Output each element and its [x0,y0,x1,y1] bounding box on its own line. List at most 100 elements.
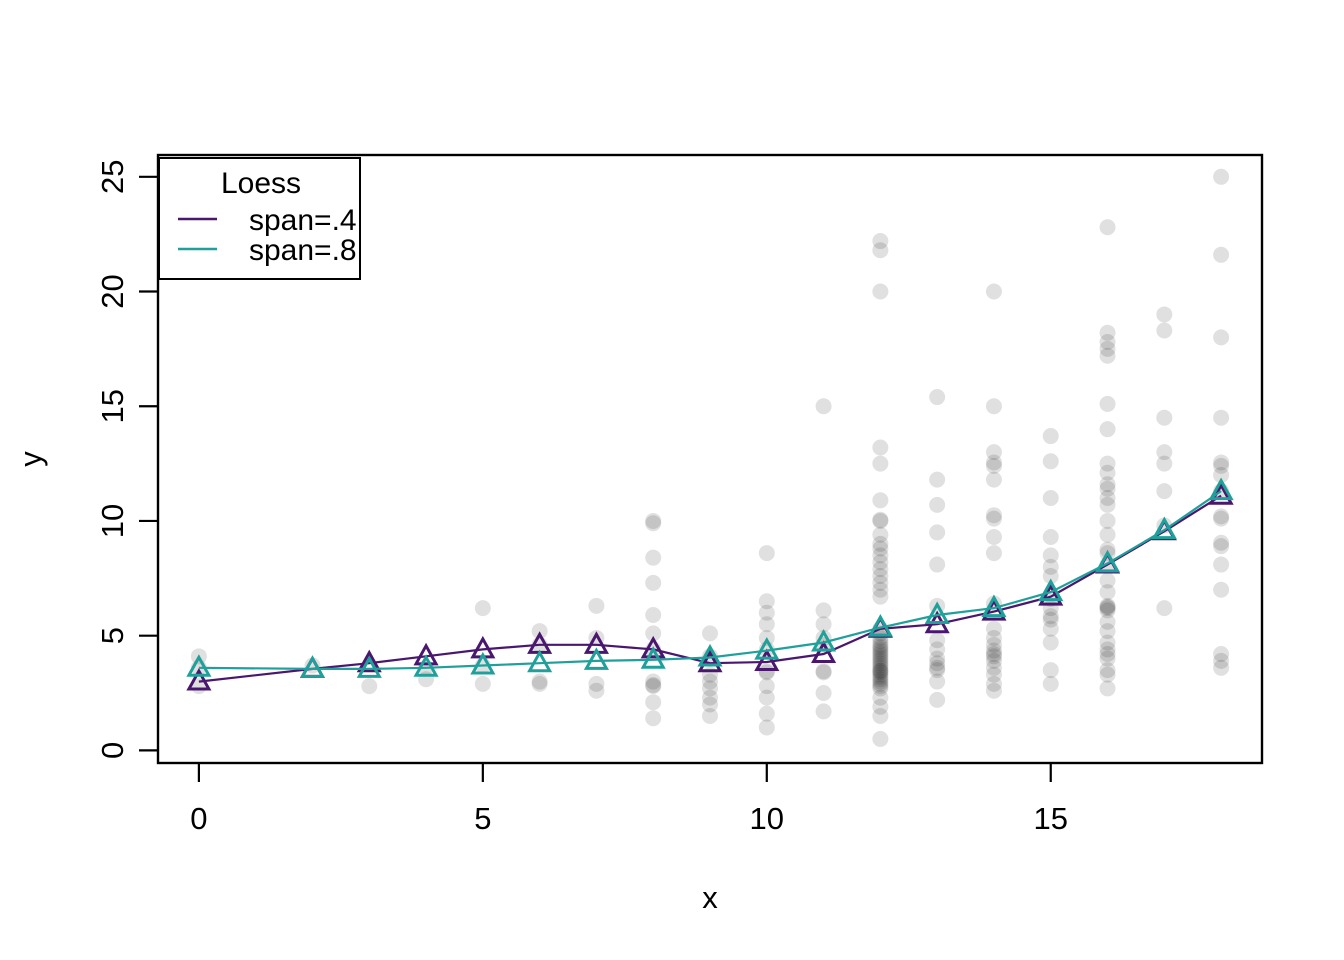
data-point-dot [872,707,889,724]
data-point-dot [985,675,1002,692]
x-axis: 0 5 10 15 [190,763,1068,836]
data-point-dot [1213,646,1230,663]
data-point-dot [531,673,548,690]
data-points-layer [190,168,1230,747]
data-point-dot [872,641,889,658]
data-point-dot [1213,457,1230,474]
legend-label-span-0.8: span=.8 [249,234,357,267]
data-point-dot [758,593,775,610]
data-point-dot [985,652,1002,669]
data-point-dot [872,671,889,688]
data-point-dot [531,675,548,692]
data-point-dot [1042,620,1059,637]
data-point-dot [872,242,889,259]
data-point-dot [588,675,605,692]
data-point-dot [418,671,435,688]
plot-box [156,153,1264,765]
y-tick-label: 20 [95,274,130,308]
data-point-dot [1099,623,1116,640]
loess-marker-triangle-span=.8 [1038,578,1064,602]
data-point-dot [929,659,946,676]
loess-marker-triangle-span=.8 [186,654,212,677]
data-point-dot [702,696,718,713]
data-point-dot [361,678,378,695]
data-point-dot [985,283,1002,300]
data-point-dot [872,455,889,472]
data-point-dot [872,561,889,578]
data-point-dot [1099,598,1116,615]
data-point-dot [872,664,889,681]
data-point-dot [872,568,889,585]
data-point-dot [872,662,889,679]
data-point-dot [872,689,889,706]
data-point-dot [929,650,946,667]
data-point-dot [1099,455,1116,472]
loess-marker-triangle-span=.4 [1038,583,1064,606]
data-point-dot [872,643,889,660]
data-point-dot [1213,534,1230,551]
loess-marker-triangle-span=.8 [299,655,326,678]
data-point-dot [1099,613,1116,630]
loess-marker-triangle-span=.8 [470,651,496,675]
data-point-dot [645,694,662,711]
data-point-dot [872,652,889,669]
y-tick-label: 10 [95,504,130,538]
data-point-dot [1099,602,1116,619]
data-point-dot [1099,340,1116,357]
data-point-dot [985,444,1002,461]
data-point-dot [872,512,889,529]
data-point-dot [985,659,1002,676]
loess-marker-triangle-span=.4 [981,597,1007,621]
loess-marker-triangle-span=.8 [640,646,666,669]
data-point-dot [1099,541,1116,558]
data-point-dot [872,668,889,685]
data-point-dot [758,616,775,633]
data-point-dot [702,673,718,690]
loess-marker-triangle-span=.8 [583,647,609,670]
loess-marker-triangle-span=.8 [811,628,837,652]
data-point-dot [1213,652,1230,669]
data-point-dot [985,398,1002,415]
data-point-dot [929,641,946,658]
data-point-dot [985,471,1002,488]
data-point-dot [872,439,889,456]
data-point-dot [758,705,775,722]
data-point-dot [1099,526,1116,543]
data-point-dot [1099,584,1116,601]
loess-marker-triangle-span=.4 [356,649,382,673]
data-point-dot [985,636,1002,653]
data-point-dot [1042,529,1059,546]
loess-marker-triangle-span=.8 [697,643,723,667]
loess-marker-triangle-span=.4 [186,667,212,691]
data-point-dot [474,600,491,617]
loess-marker-triangle-span=.8 [1151,516,1177,540]
loess-series-layer [186,477,1234,691]
loess-marker-triangle-span=.4 [413,642,439,666]
data-point-dot [1099,680,1116,697]
loess-marker-triangle-span=.8 [924,601,950,625]
data-point-dot [1099,324,1116,341]
data-point-dot [985,457,1002,474]
loess-marker-triangle-span=.8 [981,594,1007,618]
data-point-dot [1042,608,1059,625]
data-point-dot [1099,662,1116,679]
loess-line-span=.4 [198,494,1222,683]
data-point-dot [872,588,889,605]
x-tick-label: 0 [190,801,207,836]
data-point-dot [1099,421,1116,438]
data-point-dot [929,662,946,679]
x-tick-label: 15 [1033,801,1067,836]
data-point-dot [929,655,946,672]
data-point-dot [872,666,889,683]
data-point-dot [872,581,889,598]
data-point-dot [929,389,946,406]
data-point-dot [872,730,889,747]
data-point-dot [1042,675,1059,692]
data-point-dot [1099,395,1116,412]
data-point-dot [872,283,889,300]
data-point-dot [815,616,832,633]
loess-marker-triangle-span=.4 [754,648,780,672]
y-axis-label: y [13,451,48,467]
